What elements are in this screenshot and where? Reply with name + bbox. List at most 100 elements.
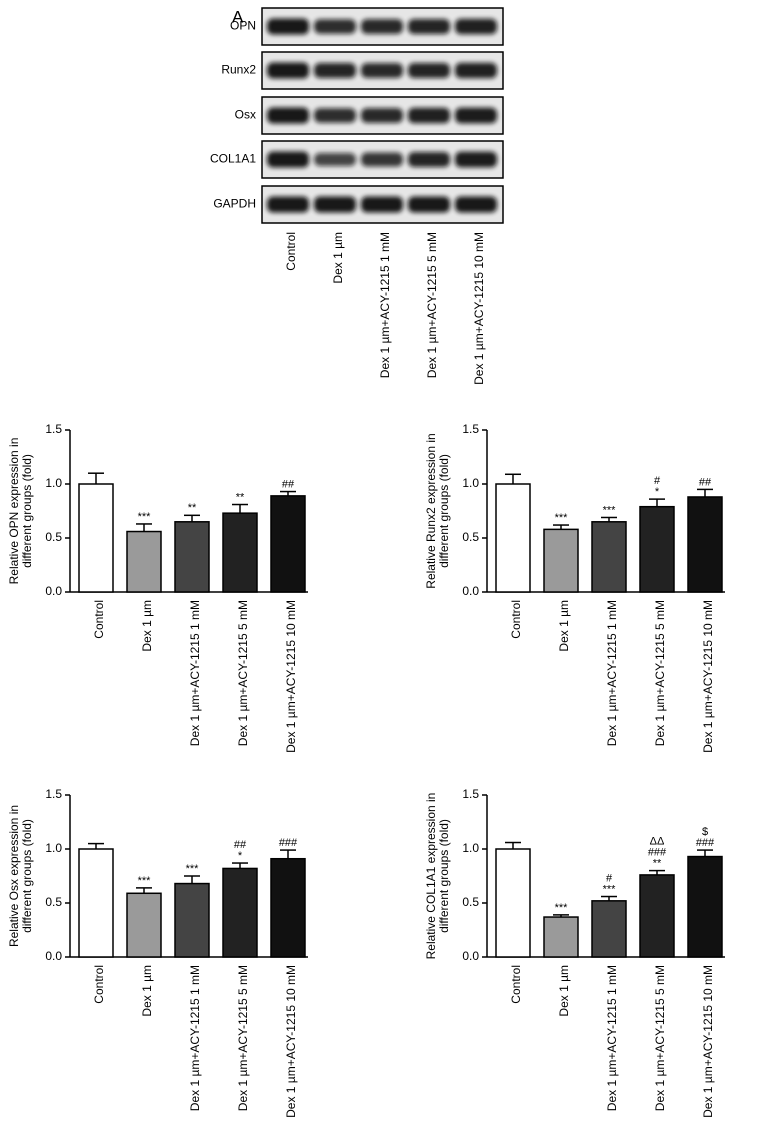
y-tick-label: 0.0 [45, 949, 62, 963]
significance-label: *** [138, 875, 152, 887]
y-tick-label: 1.5 [462, 787, 479, 801]
blot-band [267, 107, 309, 124]
x-tick-label: Dex 1 µm+ACY-1215 1 mM [605, 600, 619, 746]
x-tick-label: Dex 1 µm+ACY-1215 10 mM [701, 600, 715, 753]
significance-label: * [655, 486, 660, 498]
significance-label: ## [234, 839, 247, 851]
y-tick-label: 1.0 [45, 476, 62, 490]
x-tick-label: Control [509, 965, 523, 1004]
significance-label: ### [696, 837, 715, 849]
x-tick-label: Dex 1 µm [140, 600, 154, 652]
protein-label: OPN [230, 19, 256, 33]
blot-band [361, 108, 403, 123]
significance-label: # [654, 475, 661, 487]
panel-label: A [232, 7, 244, 26]
significance-label: ### [648, 847, 667, 859]
x-tick-label: Dex 1 µm+ACY-1215 10 mM [284, 600, 298, 753]
significance-label: ** [188, 502, 197, 514]
bar [222, 512, 258, 593]
y-axis-label: Relative Runx2 expression in [424, 433, 438, 588]
protein-label: COL1A1 [210, 152, 256, 166]
significance-label: * [238, 850, 243, 862]
protein-label: GAPDH [213, 197, 256, 211]
significance-label: *** [186, 863, 200, 875]
bar [639, 874, 675, 958]
blot-band [314, 196, 356, 213]
y-axis-label: Relative COL1A1 expression in [424, 793, 438, 960]
x-tick-label: Dex 1 µm [557, 600, 571, 652]
bar [174, 521, 210, 593]
x-tick-label: Dex 1 µm+ACY-1215 5 mM [236, 965, 250, 1111]
blot-band [455, 196, 497, 213]
significance-label: ## [699, 476, 712, 488]
significance-label: ## [282, 478, 295, 490]
significance-label: $ [702, 826, 708, 838]
y-tick-label: 1.5 [45, 422, 62, 436]
bar [543, 916, 579, 958]
y-axis-label: Relative Osx expression in [7, 805, 21, 947]
blot-band [361, 63, 403, 78]
blot-band [361, 196, 403, 213]
significance-label: ** [236, 491, 245, 503]
bar [495, 848, 531, 958]
bar [126, 530, 162, 593]
blot-band [455, 151, 497, 168]
x-tick-label: Dex 1 µm+ACY-1215 5 mM [653, 965, 667, 1111]
y-tick-label: 1.5 [462, 422, 479, 436]
significance-label: *** [555, 512, 569, 524]
y-tick-label: 0.5 [45, 895, 62, 909]
lane-label: Dex 1 µm [331, 232, 345, 284]
x-tick-label: Dex 1 µm+ACY-1215 1 mM [605, 965, 619, 1111]
x-tick-label: Control [92, 600, 106, 639]
significance-label: *** [138, 511, 152, 523]
blot-band [314, 19, 356, 34]
blot-band [267, 62, 309, 79]
blot-band [267, 151, 309, 168]
blot-band [314, 62, 356, 79]
bar [78, 483, 114, 593]
bar [591, 900, 627, 958]
y-tick-label: 1.0 [45, 841, 62, 855]
blot-band [408, 196, 450, 213]
lane-label: Control [284, 232, 298, 271]
x-tick-label: Control [92, 965, 106, 1004]
protein-label: Osx [235, 108, 256, 122]
blot-band [408, 18, 450, 35]
y-axis-label: Relative OPN expression in [7, 438, 21, 585]
x-tick-label: Dex 1 µm [557, 965, 571, 1017]
x-tick-label: Control [509, 600, 523, 639]
blot-band [408, 107, 450, 124]
bar [270, 495, 306, 593]
y-tick-label: 0.0 [462, 949, 479, 963]
x-tick-label: Dex 1 µm+ACY-1215 5 mM [236, 600, 250, 746]
x-tick-label: Dex 1 µm+ACY-1215 1 mM [188, 965, 202, 1111]
significance-label: ΔΔ [650, 836, 665, 848]
blot-band [455, 18, 497, 35]
blot-band [314, 108, 356, 123]
significance-label: ** [653, 858, 662, 870]
y-axis-label: different groups (fold) [437, 819, 451, 933]
significance-label: ### [279, 837, 298, 849]
bar [639, 505, 675, 593]
x-tick-label: Dex 1 µm+ACY-1215 5 mM [653, 600, 667, 746]
y-axis-label: different groups (fold) [20, 454, 34, 568]
protein-label: Runx2 [221, 63, 256, 77]
y-tick-label: 0.0 [462, 584, 479, 598]
x-tick-label: Dex 1 µm+ACY-1215 1 mM [188, 600, 202, 746]
y-tick-label: 0.5 [462, 895, 479, 909]
blot-band [455, 62, 497, 79]
significance-label: *** [603, 504, 617, 516]
x-tick-label: Dex 1 µm+ACY-1215 10 mM [701, 965, 715, 1118]
blot-band [314, 153, 356, 166]
bar [591, 521, 627, 593]
blot-band [267, 196, 309, 213]
significance-label: # [606, 872, 613, 884]
blot-band [455, 107, 497, 124]
y-tick-label: 0.0 [45, 584, 62, 598]
x-tick-label: Dex 1 µm [140, 965, 154, 1017]
blot-band [361, 19, 403, 34]
lane-label: Dex 1 µm+ACY-1215 1 mM [378, 232, 392, 378]
x-tick-label: Dex 1 µm+ACY-1215 10 mM [284, 965, 298, 1118]
blot-band [408, 151, 450, 168]
bar [126, 892, 162, 958]
